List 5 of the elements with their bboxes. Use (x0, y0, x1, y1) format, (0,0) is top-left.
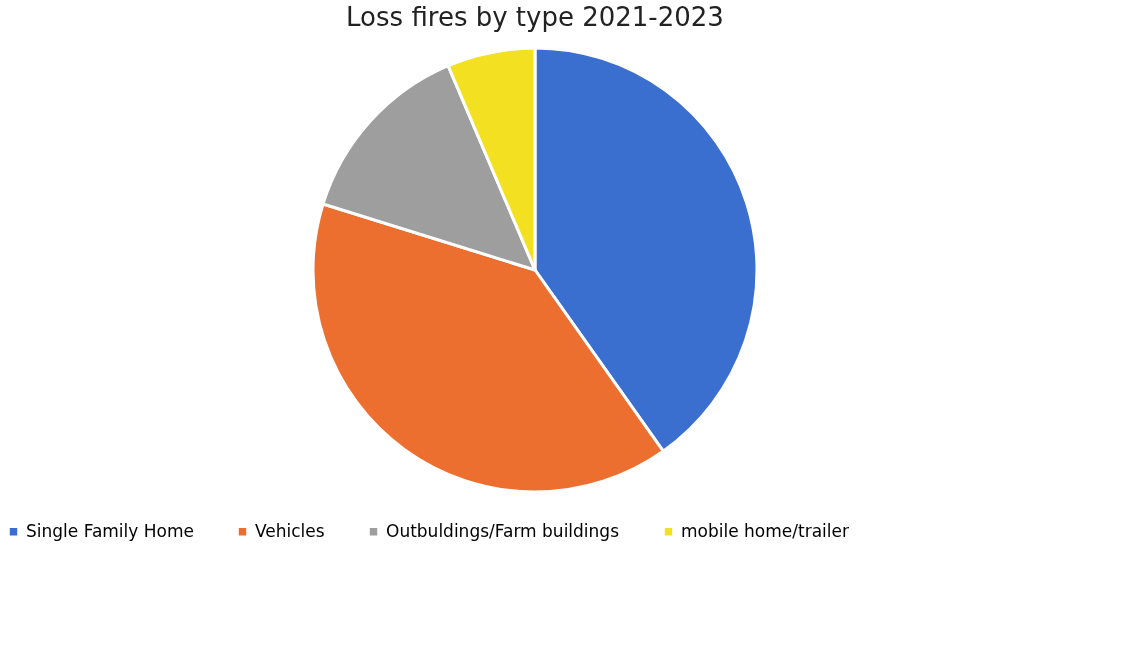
legend-label: Single Family Home (26, 520, 194, 541)
legend-label: mobile home/trailer (681, 520, 849, 541)
legend-label: Outbuldings/Farm buildings (386, 520, 620, 541)
chart-title: Loss fires by type 2021-2023 (346, 2, 724, 32)
legend-label: Vehicles (255, 520, 325, 541)
